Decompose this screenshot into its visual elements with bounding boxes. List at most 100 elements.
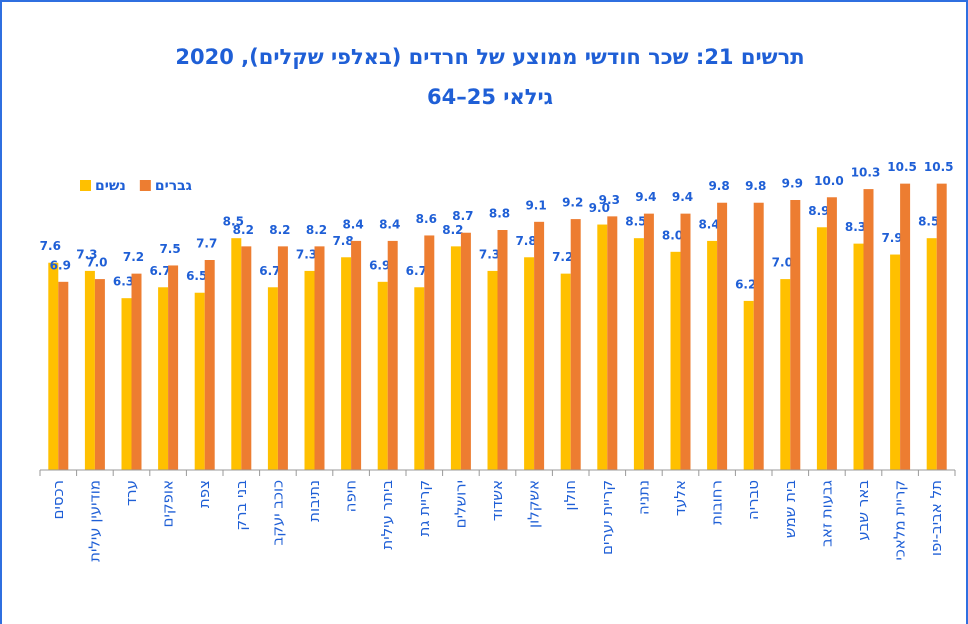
bar bbox=[267, 287, 278, 470]
x-tick-label: ירושלים bbox=[451, 480, 469, 528]
value-label: 6.3 bbox=[113, 275, 134, 289]
value-label: 8.3 bbox=[845, 220, 866, 234]
bar bbox=[304, 270, 315, 470]
x-tick-label: בית שמש bbox=[781, 480, 799, 538]
bar bbox=[780, 279, 791, 470]
chart-title: תרשים 21: שכר חודשי ממוצע של חרדים (באלפ… bbox=[175, 45, 804, 69]
value-label: 10.3 bbox=[851, 166, 881, 180]
bar bbox=[450, 246, 461, 470]
legend-swatch bbox=[80, 180, 91, 191]
x-tick-label: בני ברק bbox=[232, 480, 250, 531]
bar bbox=[717, 202, 728, 470]
x-tick-label: מודיעין עילית bbox=[85, 480, 103, 562]
value-label: 7.2 bbox=[123, 250, 144, 264]
bar bbox=[204, 260, 215, 470]
bar bbox=[816, 227, 827, 470]
bar bbox=[863, 189, 874, 470]
bar bbox=[377, 281, 388, 470]
value-label: 6.7 bbox=[259, 264, 280, 278]
bar bbox=[680, 213, 691, 471]
bar bbox=[241, 246, 252, 470]
x-tick-label: אשקלון bbox=[525, 480, 543, 528]
value-label: 9.4 bbox=[635, 190, 656, 204]
bar bbox=[597, 224, 608, 470]
bar bbox=[570, 219, 581, 470]
value-label: 9.4 bbox=[672, 190, 693, 204]
value-label: 8.0 bbox=[662, 228, 683, 242]
value-label: 6.2 bbox=[735, 277, 756, 291]
legend-label: גברים bbox=[155, 178, 192, 194]
bar bbox=[231, 238, 242, 470]
bar bbox=[607, 216, 618, 470]
bar bbox=[487, 270, 498, 470]
value-label: 9.3 bbox=[599, 193, 620, 207]
value-label: 8.5 bbox=[223, 215, 244, 229]
x-tick-label: קריית גת bbox=[415, 480, 433, 536]
bar bbox=[131, 273, 142, 470]
value-label: 10.0 bbox=[814, 174, 844, 188]
bar bbox=[351, 240, 362, 470]
x-tick-label: נתיבות bbox=[305, 480, 323, 522]
value-label: 7.2 bbox=[552, 250, 573, 264]
value-label: 8.9 bbox=[808, 204, 829, 218]
value-label: 7.5 bbox=[159, 242, 180, 256]
x-tick-label: חיפה bbox=[342, 480, 360, 512]
bar bbox=[743, 300, 754, 470]
value-label: 8.4 bbox=[698, 217, 719, 231]
value-label: 8.4 bbox=[379, 217, 400, 231]
value-label: 9.8 bbox=[745, 179, 766, 193]
x-tick-label: רכסים bbox=[49, 480, 67, 519]
value-label: 8.8 bbox=[489, 207, 510, 221]
x-tick-label: טבריה bbox=[744, 480, 762, 520]
x-tick-label: אלעד bbox=[671, 480, 689, 516]
value-label: 10.5 bbox=[924, 160, 954, 174]
x-tick-label: ערד bbox=[122, 480, 140, 506]
x-tick-label: באר שבע bbox=[854, 480, 872, 541]
x-tick-label: אשדוד bbox=[488, 480, 506, 521]
bar bbox=[560, 273, 571, 470]
x-tick-label: קריית יערים bbox=[598, 480, 616, 555]
value-label: 8.2 bbox=[306, 223, 327, 237]
value-label: 9.1 bbox=[525, 198, 546, 212]
bar bbox=[890, 254, 901, 470]
x-tick-label: כוכב יעקב bbox=[268, 480, 286, 546]
bar bbox=[790, 200, 801, 470]
bar bbox=[524, 257, 535, 470]
value-label: 8.5 bbox=[625, 215, 646, 229]
value-label: 8.6 bbox=[416, 212, 437, 226]
value-label: 8.4 bbox=[342, 217, 363, 231]
chart-subtitle: גילאי 25–64 bbox=[427, 85, 553, 109]
value-label: 7.7 bbox=[196, 237, 217, 251]
bar bbox=[926, 238, 937, 470]
bar bbox=[194, 292, 205, 470]
bar bbox=[387, 240, 398, 470]
value-label: 6.9 bbox=[50, 258, 71, 272]
bar bbox=[460, 232, 471, 470]
value-label: 9.8 bbox=[708, 179, 729, 193]
bar bbox=[121, 298, 132, 470]
value-label: 8.2 bbox=[269, 223, 290, 237]
bar bbox=[158, 287, 169, 470]
x-tick-label: גבעות זאב bbox=[817, 480, 835, 547]
value-label: 7.8 bbox=[332, 234, 353, 248]
bar bbox=[58, 281, 69, 470]
value-label: 7.0 bbox=[772, 256, 793, 270]
value-label: 7.3 bbox=[479, 247, 500, 261]
bar bbox=[277, 246, 288, 470]
bar bbox=[48, 262, 59, 470]
bar bbox=[826, 197, 837, 471]
value-label: 9.9 bbox=[782, 177, 803, 191]
bar bbox=[94, 279, 105, 470]
bar bbox=[643, 213, 654, 471]
x-tick-label: אופקים bbox=[159, 480, 177, 527]
value-label: 10.5 bbox=[887, 160, 917, 174]
bar bbox=[753, 202, 764, 470]
value-label: 7.9 bbox=[881, 231, 902, 245]
x-tick-label: תל אביב-יפו bbox=[927, 480, 945, 556]
value-label: 6.7 bbox=[149, 264, 170, 278]
value-label: 6.7 bbox=[406, 264, 427, 278]
value-label: 7.6 bbox=[40, 239, 61, 253]
bar bbox=[314, 246, 325, 470]
